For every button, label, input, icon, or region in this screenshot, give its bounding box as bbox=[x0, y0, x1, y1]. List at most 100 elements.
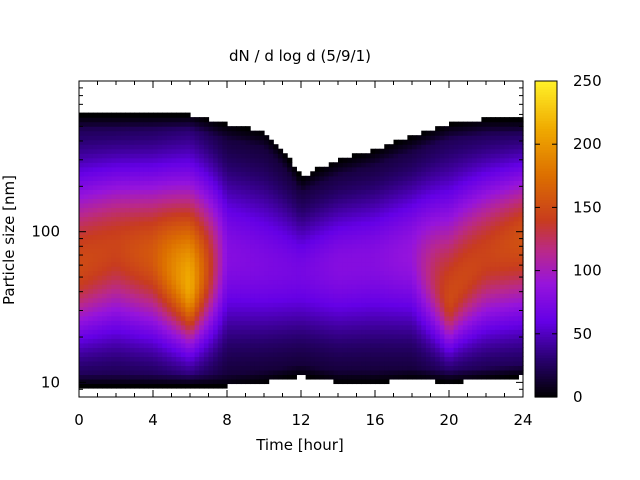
heatmap-cell bbox=[388, 306, 395, 312]
heatmap-cell bbox=[236, 374, 242, 380]
heatmap-cell bbox=[416, 288, 422, 294]
heatmap-cell bbox=[213, 234, 219, 240]
heatmap-cell bbox=[402, 234, 408, 240]
heatmap-cell bbox=[296, 288, 302, 294]
heatmap-cell bbox=[194, 220, 200, 227]
heatmap-cell bbox=[490, 275, 496, 281]
heatmap-cell bbox=[194, 351, 200, 357]
heatmap-cell bbox=[467, 211, 473, 218]
heatmap-cell bbox=[425, 315, 432, 321]
heatmap-cell bbox=[213, 153, 219, 159]
heatmap-cell bbox=[88, 252, 94, 258]
heatmap-cell bbox=[453, 306, 459, 312]
heatmap-cell bbox=[129, 121, 136, 127]
heatmap-cell bbox=[166, 239, 173, 245]
heatmap-cell bbox=[217, 351, 223, 357]
heatmap-cell bbox=[338, 369, 344, 376]
heatmap-cell bbox=[143, 234, 149, 240]
heatmap-cell bbox=[134, 229, 140, 236]
heatmap-cell bbox=[180, 225, 186, 231]
heatmap-cell bbox=[148, 347, 154, 353]
heatmap-cell bbox=[407, 162, 413, 168]
heatmap-cell bbox=[310, 351, 316, 357]
heatmap-cell bbox=[162, 275, 168, 281]
heatmap-cell bbox=[162, 342, 168, 348]
heatmap-cell bbox=[180, 162, 186, 168]
heatmap-cell bbox=[328, 324, 334, 330]
heatmap-cell bbox=[254, 378, 260, 385]
heatmap-cell bbox=[125, 135, 131, 141]
heatmap-cell bbox=[250, 302, 256, 308]
heatmap-cell bbox=[486, 311, 492, 317]
heatmap-cell bbox=[319, 275, 325, 281]
heatmap-cell bbox=[129, 333, 136, 339]
heatmap-cell bbox=[199, 351, 205, 357]
heatmap-cell bbox=[273, 162, 279, 168]
heatmap-cell bbox=[351, 338, 358, 344]
heatmap-cell bbox=[148, 175, 154, 181]
heatmap-cell bbox=[472, 189, 478, 195]
heatmap-cell bbox=[106, 157, 112, 163]
heatmap-cell bbox=[171, 198, 177, 204]
heatmap-cell bbox=[361, 162, 367, 168]
heatmap-cell bbox=[203, 297, 210, 303]
heatmap-cell bbox=[333, 162, 339, 168]
heatmap-cell bbox=[203, 239, 210, 245]
heatmap-cell bbox=[240, 257, 247, 263]
heatmap-cell bbox=[301, 248, 307, 254]
heatmap-cell bbox=[458, 225, 464, 231]
heatmap-cell bbox=[402, 193, 408, 199]
heatmap-cell bbox=[277, 171, 284, 177]
heatmap-cell bbox=[458, 171, 464, 177]
heatmap-cell bbox=[314, 261, 321, 267]
heatmap-cell bbox=[324, 374, 330, 380]
heatmap-cell bbox=[153, 144, 159, 150]
heatmap-cell bbox=[379, 184, 385, 190]
heatmap-cell bbox=[467, 356, 473, 362]
heatmap-cell bbox=[277, 275, 284, 281]
heatmap-cell bbox=[102, 193, 108, 199]
heatmap-cell bbox=[92, 369, 99, 376]
heatmap-cell bbox=[264, 347, 270, 353]
heatmap-cell bbox=[134, 329, 140, 335]
heatmap-cell bbox=[319, 356, 325, 362]
heatmap-cell bbox=[157, 139, 163, 145]
heatmap-cell bbox=[171, 351, 177, 357]
heatmap-cell bbox=[259, 351, 265, 357]
heatmap-cell bbox=[194, 275, 200, 281]
heatmap-cell bbox=[240, 239, 247, 245]
heatmap-cell bbox=[176, 220, 182, 227]
heatmap-cell bbox=[134, 248, 140, 254]
heatmap-cell bbox=[476, 189, 482, 195]
heatmap-cell bbox=[227, 184, 233, 190]
heatmap-cell bbox=[166, 257, 173, 263]
heatmap-cell bbox=[338, 257, 344, 263]
heatmap-cell bbox=[402, 279, 408, 285]
heatmap-cell bbox=[190, 356, 196, 362]
heatmap-cell bbox=[222, 315, 228, 321]
heatmap-cell bbox=[116, 261, 122, 267]
heatmap-cell bbox=[97, 293, 103, 299]
heatmap-cell bbox=[328, 261, 334, 267]
heatmap-cell bbox=[338, 184, 344, 190]
heatmap-cell bbox=[92, 342, 99, 348]
heatmap-cell bbox=[379, 166, 385, 172]
heatmap-cell bbox=[208, 130, 214, 136]
heatmap-cell bbox=[190, 360, 196, 366]
heatmap-cell bbox=[171, 184, 177, 190]
heatmap-cell bbox=[88, 207, 94, 213]
heatmap-cell bbox=[125, 270, 131, 276]
heatmap-cell bbox=[245, 378, 251, 385]
heatmap-cell bbox=[277, 202, 284, 208]
heatmap-cell bbox=[203, 126, 210, 132]
heatmap-cell bbox=[213, 257, 219, 263]
heatmap-cell bbox=[365, 180, 371, 186]
heatmap-cell bbox=[217, 135, 223, 141]
heatmap-cell bbox=[111, 311, 117, 317]
heatmap-cell bbox=[259, 261, 265, 267]
heatmap-cell bbox=[106, 320, 112, 326]
heatmap-cell bbox=[153, 383, 159, 389]
heatmap-cell bbox=[296, 306, 302, 312]
heatmap-cell bbox=[412, 193, 418, 199]
heatmap-cell bbox=[143, 293, 149, 299]
